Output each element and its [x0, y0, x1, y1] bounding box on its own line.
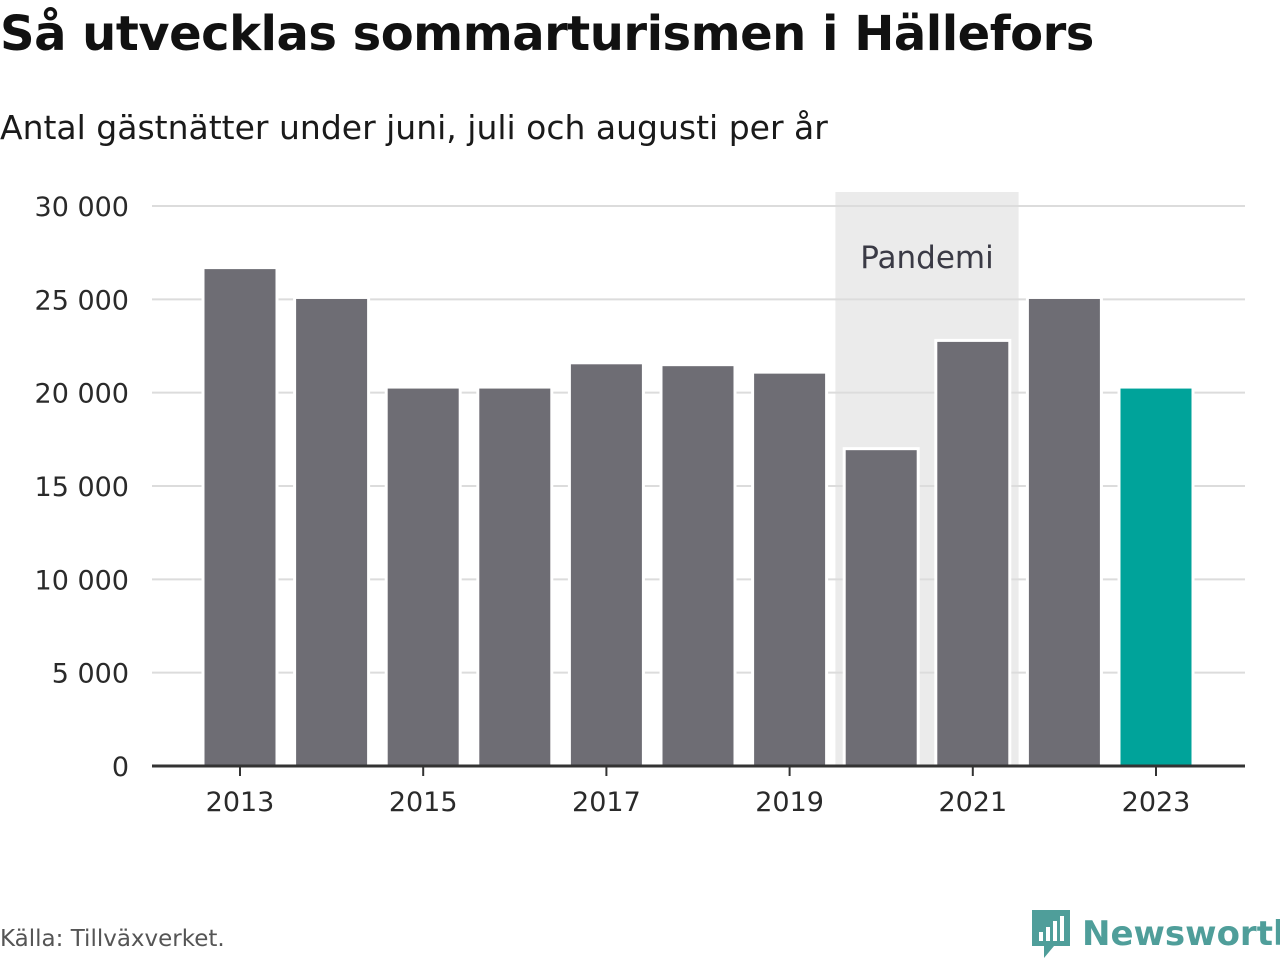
chart-subtitle: Antal gästnätter under juni, juli och au…: [0, 108, 828, 147]
bar-2019: [751, 370, 829, 768]
bars: [201, 266, 1195, 768]
x-tick-label: 2015: [389, 787, 458, 818]
x-tick-label: 2021: [938, 787, 1007, 818]
bar-2015: [384, 385, 462, 768]
pandemic-label: Pandemi: [860, 240, 994, 276]
x-tick-label: 2023: [1122, 787, 1191, 818]
bar-2020: [842, 447, 920, 768]
y-tick-label: 10 000: [35, 565, 129, 596]
bar-chart: Pandemi 0 5 000 10 000 15 000 20 000 25 000 30 …: [35, 192, 1245, 818]
brand-logo: Newsworthy: [1030, 908, 1280, 960]
bar-2021: [934, 338, 1012, 768]
y-tick-label: 20 000: [35, 379, 129, 410]
bar-2022: [1025, 295, 1103, 768]
y-tick-label: 15 000: [35, 472, 129, 503]
axes: [152, 764, 1245, 776]
y-tick-label: 0: [112, 752, 129, 783]
labels: Pandemi 0 5 000 10 000 15 000 20 000 25 000 30 …: [35, 192, 1191, 818]
source-note: Källa: Tillväxverket.: [0, 926, 225, 952]
x-tick-label: 2017: [572, 787, 641, 818]
y-tick-label: 30 000: [35, 192, 129, 223]
bar-2018: [659, 363, 737, 768]
bar-2013: [201, 266, 279, 768]
y-tick-label: 5 000: [52, 659, 129, 690]
x-tick-label: 2019: [755, 787, 824, 818]
chart-title: Så utvecklas sommarturismen i Hällefors: [0, 6, 1094, 62]
x-tick-label: 2013: [206, 787, 275, 818]
bar-2014: [293, 295, 371, 768]
y-tick-label: 25 000: [35, 285, 129, 316]
bar-2016: [476, 385, 554, 768]
newsworthy-bar-chart-icon: [1032, 910, 1070, 958]
bar-2023: [1117, 385, 1195, 768]
brand-name: Newsworthy: [1082, 914, 1280, 954]
bar-2017: [567, 361, 645, 768]
